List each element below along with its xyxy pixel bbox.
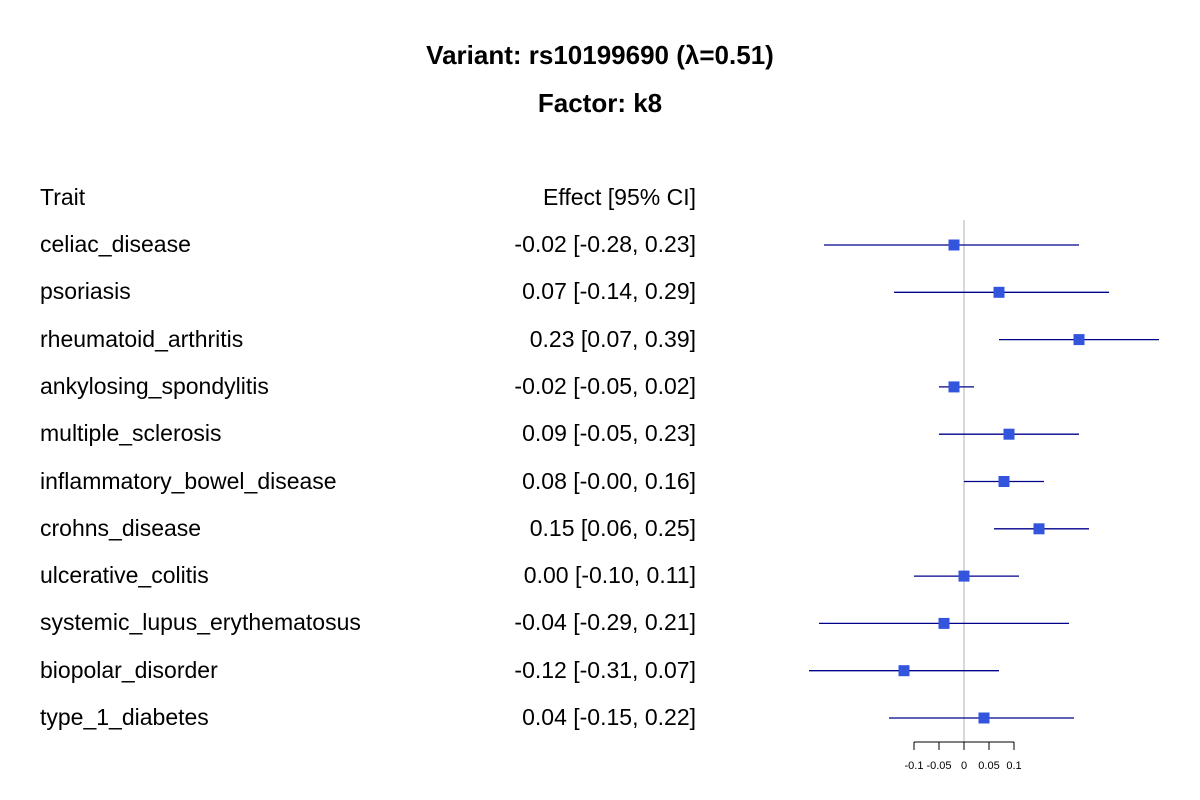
x-tick-label: 0 bbox=[961, 760, 967, 772]
effect-label: 0.23 [0.07, 0.39] bbox=[529, 325, 696, 352]
trait-label: psoriasis bbox=[40, 278, 131, 305]
x-tick-label: 0.05 bbox=[978, 760, 999, 772]
effect-label: 0.09 [-0.05, 0.23] bbox=[522, 420, 696, 447]
x-tick-label: -0.05 bbox=[926, 760, 951, 772]
chart-subtitle: Factor: k8 bbox=[537, 88, 663, 118]
x-tick-label: -0.1 bbox=[905, 760, 924, 772]
trait-label: multiple_sclerosis bbox=[40, 420, 222, 447]
effect-label: 0.00 [-0.10, 0.11] bbox=[523, 562, 696, 589]
effect-point bbox=[1073, 334, 1085, 346]
trait-label: ankylosing_spondylitis bbox=[40, 372, 269, 399]
trait-label: systemic_lupus_erythematosus bbox=[40, 609, 361, 636]
x-tick-label: 0.1 bbox=[1006, 760, 1021, 772]
effect-label: -0.02 [-0.28, 0.23] bbox=[514, 231, 696, 257]
effect-label: 0.04 [-0.15, 0.22] bbox=[522, 704, 696, 730]
effect-label: -0.12 [-0.31, 0.07] bbox=[514, 656, 696, 683]
trait-label: rheumatoid_arthritis bbox=[40, 325, 244, 352]
effect-label: 0.08 [-0.00, 0.16] bbox=[522, 467, 696, 494]
effect-point bbox=[938, 617, 950, 629]
trait-label: ulcerative_colitis bbox=[40, 562, 209, 589]
effect-point bbox=[898, 665, 910, 677]
trait-label: biopolar_disorder bbox=[40, 656, 218, 683]
effect-point bbox=[958, 570, 970, 582]
effect-point bbox=[978, 712, 990, 724]
chart-title: Variant: rs10199690 (λ=0.51) bbox=[426, 40, 774, 70]
effect-point bbox=[993, 286, 1005, 298]
effect-label: -0.02 [-0.05, 0.02] bbox=[514, 372, 696, 399]
effect-point bbox=[948, 381, 960, 393]
effect-label: 0.07 [-0.14, 0.29] bbox=[522, 278, 696, 305]
effect-point bbox=[998, 476, 1010, 487]
trait-label: celiac_disease bbox=[40, 231, 191, 257]
effect-point bbox=[1003, 428, 1015, 440]
effect-label: -0.04 [-0.29, 0.21] bbox=[514, 609, 696, 636]
effect-label: 0.15 [0.06, 0.25] bbox=[529, 514, 696, 541]
trait-label: type_1_diabetes bbox=[40, 704, 209, 730]
column-header-effect: Effect [95% CI] bbox=[543, 184, 696, 210]
trait-label: crohns_disease bbox=[40, 514, 202, 541]
column-header-trait: Trait bbox=[40, 184, 86, 210]
effect-point bbox=[948, 239, 960, 251]
trait-label: inflammatory_bowel_disease bbox=[40, 467, 337, 494]
effect-point bbox=[1033, 523, 1045, 535]
